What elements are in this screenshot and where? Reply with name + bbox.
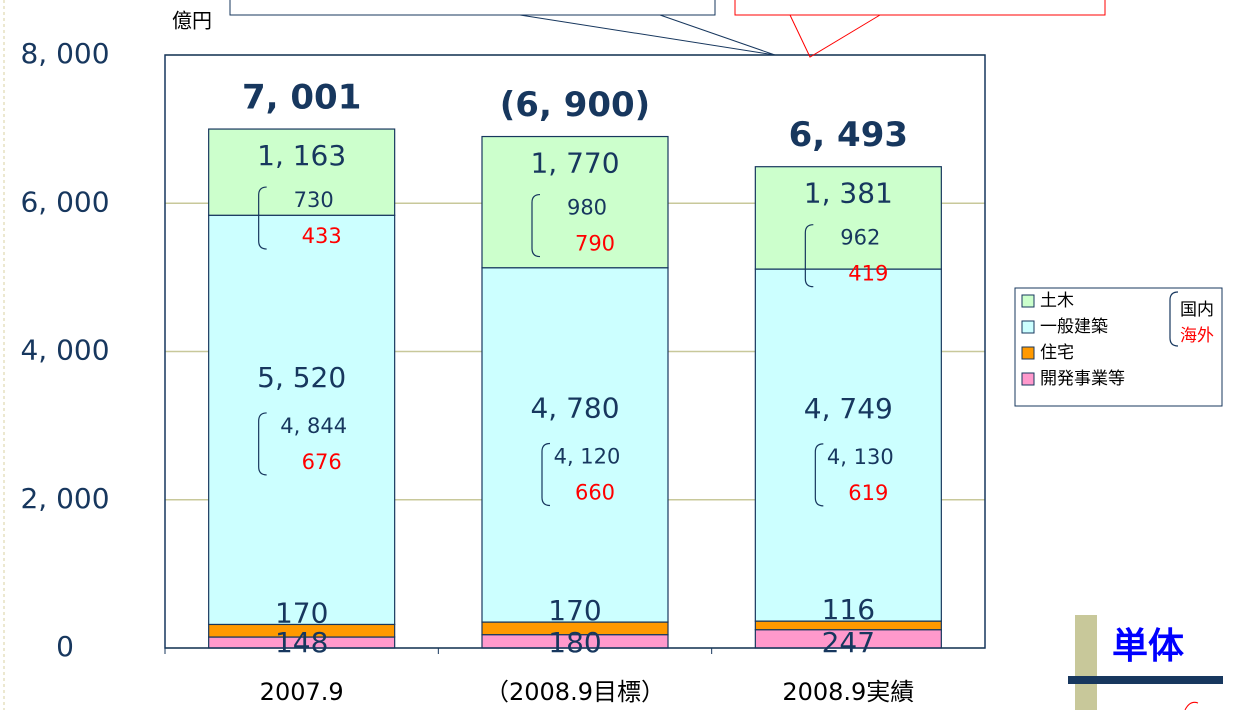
legend-swatch [1021, 346, 1035, 360]
bar-segment [481, 267, 669, 623]
value-label: 170 [548, 594, 601, 627]
domestic-label: 730 [294, 188, 334, 212]
y-axis-label: 億円 [172, 9, 212, 33]
y-tick-label: 0 [56, 630, 74, 663]
x-tick-label: 2007.9 [260, 678, 344, 706]
domestic-label: 980 [567, 196, 607, 220]
value-label: 247 [822, 626, 875, 659]
badge: 単体 [1112, 626, 1184, 667]
bracket [814, 443, 824, 507]
legend [1014, 287, 1223, 407]
y-tick-label: 4, 000 [20, 334, 109, 367]
legend-swatch [1021, 372, 1035, 386]
value-label: 5, 520 [257, 361, 346, 394]
value-label: 1, 163 [257, 139, 346, 172]
value-label: 4, 749 [804, 392, 893, 425]
overseas-label: 619 [848, 481, 888, 505]
total-label: (6, 900) [500, 85, 650, 125]
legend-domestic: 国内 [1180, 300, 1214, 320]
callout-box [229, 0, 716, 16]
bracket [541, 442, 551, 507]
badge-bar [1075, 615, 1097, 710]
value-label: 4, 780 [530, 391, 619, 424]
domestic-label: 962 [840, 226, 880, 250]
x-tick-label: （2008.9目標） [485, 678, 665, 706]
plot-border [164, 54, 986, 649]
total-label: 7, 001 [242, 78, 361, 118]
callout-pointer [519, 14, 776, 56]
domestic-label: 4, 130 [827, 445, 894, 469]
domestic-label: 4, 120 [554, 444, 621, 468]
value-label: 180 [548, 626, 601, 659]
value-label: 1, 381 [804, 177, 893, 210]
overseas-label: 676 [302, 450, 342, 474]
legend-label: 住宅 [1040, 343, 1074, 363]
legend-label: 土木 [1040, 291, 1074, 311]
badge-rule [1068, 676, 1223, 684]
total-label: 6, 493 [789, 115, 908, 155]
legend-swatch [1021, 294, 1035, 308]
x-tick-label: 2008.9実績 [782, 678, 914, 706]
legend-label: 一般建築 [1040, 317, 1108, 337]
bar-segment [481, 135, 669, 269]
domestic-label: 4, 844 [280, 414, 347, 438]
callout-pointer [789, 14, 881, 58]
overseas-label: 419 [848, 262, 888, 286]
bar-segment [754, 166, 942, 270]
y-tick-label: 8, 000 [20, 37, 109, 70]
y-tick-label: 2, 000 [20, 482, 109, 515]
value-label: 116 [822, 593, 875, 626]
legend-swatch [1021, 320, 1035, 334]
value-label: 170 [275, 596, 328, 629]
legend-label: 開発事業等 [1040, 369, 1125, 389]
bar-segment [208, 128, 396, 216]
bar-segment [208, 214, 396, 626]
overseas-label: 660 [575, 480, 615, 504]
bracket [531, 193, 541, 258]
bracket [258, 412, 267, 476]
y-tick-label: 6, 000 [20, 185, 109, 218]
overseas-label: 790 [575, 232, 615, 256]
callout-box [734, 0, 1106, 16]
mark-fragment [1184, 701, 1199, 710]
legend-overseas: 海外 [1180, 326, 1214, 346]
overseas-label: 433 [302, 224, 342, 248]
bracket [1169, 291, 1179, 347]
value-label: 148 [275, 626, 328, 659]
bracket [258, 186, 267, 250]
value-label: 1, 770 [530, 147, 619, 180]
bracket [804, 224, 814, 288]
